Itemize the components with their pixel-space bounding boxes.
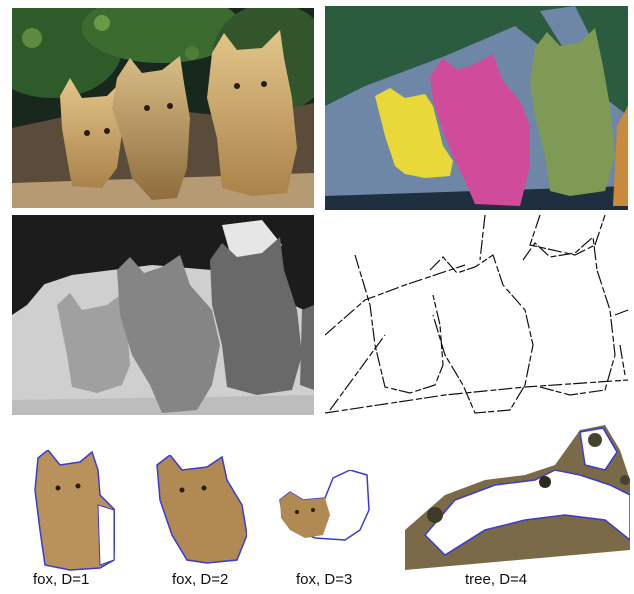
caption-tree-d4: tree, D=4 xyxy=(465,571,528,588)
depth-map xyxy=(12,215,314,415)
caption-class: tree xyxy=(465,571,491,588)
caption-fox-d2: fox, D=2 xyxy=(172,571,229,588)
caption-fox-d3: fox, D=3 xyxy=(296,571,353,588)
extracted-fox-2-art xyxy=(156,455,247,564)
segmentation-overlay xyxy=(325,6,628,210)
segmentation-overlay-art xyxy=(325,6,628,210)
caption-depth: D=2 xyxy=(200,571,229,588)
extracted-fox-1 xyxy=(30,450,115,572)
caption-depth: D=4 xyxy=(499,571,528,588)
caption-class: fox xyxy=(296,571,317,588)
caption-depth: D=1 xyxy=(61,571,90,588)
caption-depth: D=3 xyxy=(324,571,353,588)
extracted-fox-3-art xyxy=(279,470,370,541)
extracted-fox-1-art xyxy=(34,450,115,571)
extracted-tree xyxy=(405,420,630,570)
original-photo xyxy=(12,8,314,208)
original-photo-art xyxy=(12,8,314,208)
extracted-tree-art xyxy=(405,425,630,570)
boundary-map xyxy=(325,215,628,415)
extracted-fox-3 xyxy=(275,470,370,550)
depth-map-art xyxy=(12,215,314,415)
boundary-map-art xyxy=(325,215,628,415)
extracted-fox-2 xyxy=(152,455,247,565)
caption-class: fox xyxy=(172,571,193,588)
caption-fox-d1: fox, D=1 xyxy=(33,571,90,588)
caption-class: fox xyxy=(33,571,54,588)
